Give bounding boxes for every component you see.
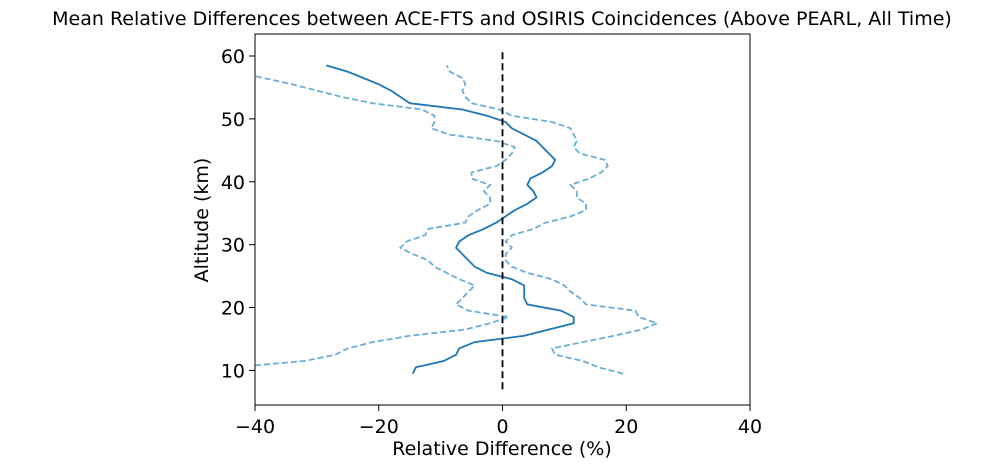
series-line-bound-1: [254, 75, 517, 367]
series-line-mean: [325, 64, 575, 374]
x-tick-label: −40: [235, 416, 275, 438]
y-tick-label: 30: [221, 235, 245, 257]
x-tick-label: −20: [359, 416, 399, 438]
x-tick-label: 20: [614, 416, 638, 438]
series-line-bound-2: [445, 65, 660, 375]
chart-title: Mean Relative Differences between ACE-FT…: [52, 8, 952, 30]
y-tick-label: 40: [221, 172, 245, 194]
series-layer: [254, 49, 660, 390]
x-axis-label: Relative Difference (%): [392, 438, 612, 460]
y-tick-label: 20: [221, 298, 245, 320]
x-axis: −40 −20 0 20 40: [235, 405, 762, 438]
y-tick-label: 50: [221, 109, 245, 131]
y-tick-label: 60: [221, 46, 245, 68]
x-tick-label: 40: [738, 416, 762, 438]
x-tick-label: 0: [496, 416, 508, 438]
y-axis-label: Altitude (km): [191, 158, 213, 283]
plot-area: [254, 33, 751, 406]
y-tick-label: 10: [221, 360, 245, 382]
y-axis: 10 20 30 40 50 60: [221, 46, 255, 382]
